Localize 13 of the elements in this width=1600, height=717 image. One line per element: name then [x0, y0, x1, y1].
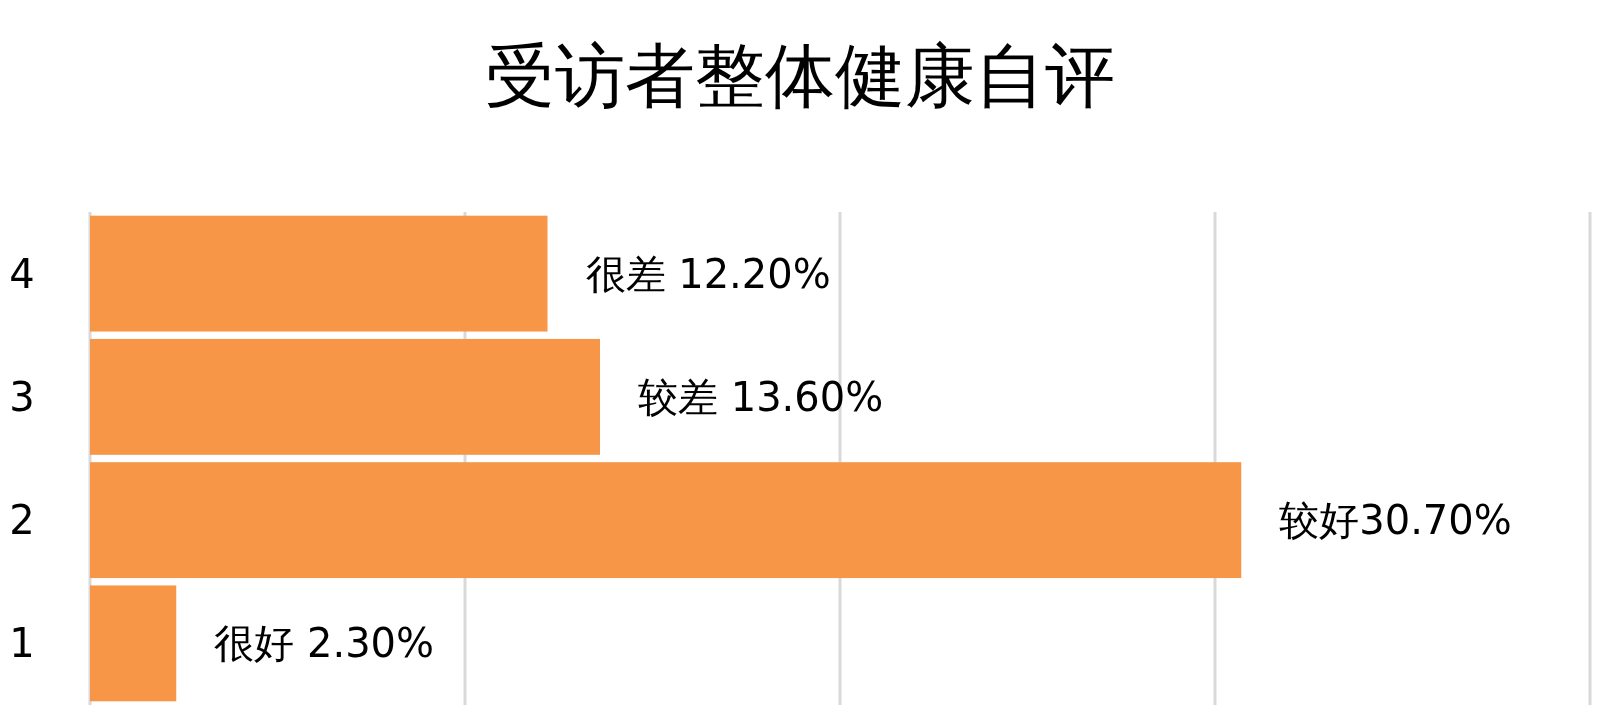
data-label: 较好30.70% — [1279, 497, 1512, 544]
chart-title: 受访者整体健康自评 — [485, 35, 1115, 117]
bar — [90, 585, 177, 702]
bar — [90, 462, 1242, 579]
y-tick-label: 4 — [9, 250, 35, 297]
data-label: 很好 2.30% — [214, 620, 435, 667]
bar — [90, 215, 548, 332]
data-label: 很差 12.20% — [585, 250, 831, 297]
y-tick-label: 2 — [9, 497, 35, 544]
bar — [90, 338, 600, 455]
y-tick-label: 1 — [9, 620, 35, 667]
data-label: 较差 13.60% — [638, 373, 884, 420]
y-tick-label: 3 — [9, 373, 35, 420]
